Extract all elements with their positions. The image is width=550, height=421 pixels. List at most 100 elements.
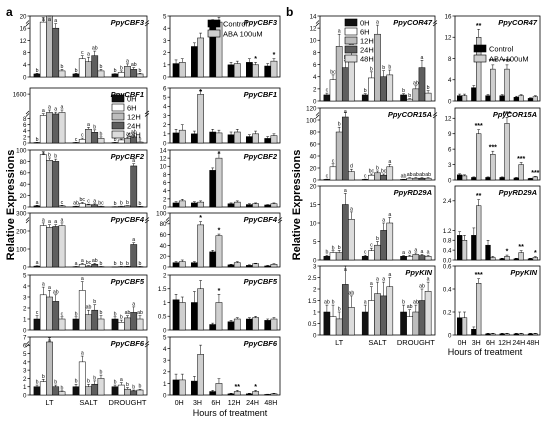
- gene-title: PpyCBF2: [244, 152, 278, 161]
- y-tick-label: 8: [23, 50, 27, 57]
- legend-label: Control: [223, 20, 248, 29]
- y-tick-label: 3: [448, 162, 452, 169]
- bar: [209, 170, 217, 208]
- bar: [172, 299, 180, 331]
- bar: [172, 262, 180, 268]
- y-tick-label: 9: [448, 131, 452, 138]
- significance-letter: b: [338, 122, 341, 128]
- chart-a_CBF5_aba: 0 0.5 1 1.5 2 PpyCBF5 *: [158, 272, 281, 334]
- bar: [172, 379, 180, 396]
- y-tick-label: 8: [448, 56, 452, 63]
- significance-letter: c: [370, 243, 373, 249]
- bar: [39, 381, 47, 396]
- bar: [130, 244, 138, 268]
- y-tick-label: 0.5: [308, 321, 317, 328]
- bar: [58, 70, 66, 78]
- bar: [191, 46, 198, 78]
- significance-letter: bc: [86, 260, 92, 266]
- y-tick-label: 20: [310, 165, 317, 172]
- bar: [91, 309, 99, 331]
- bar: [78, 361, 86, 396]
- bar: [412, 311, 420, 336]
- significance-letter: ab: [349, 290, 355, 296]
- plot-frame: [454, 107, 541, 181]
- bar: [361, 311, 369, 336]
- y-tick-label: 5: [163, 13, 167, 20]
- bar: [46, 296, 53, 331]
- plot-frame: [169, 336, 281, 396]
- significance-letter: b: [36, 68, 39, 74]
- bar: [78, 264, 86, 268]
- legend-swatch: [207, 29, 221, 38]
- bar: [85, 265, 92, 268]
- y-tick-label: 3: [163, 38, 167, 45]
- bar: [111, 386, 119, 396]
- bar: [52, 226, 60, 268]
- significance-letter: b: [376, 236, 379, 242]
- significance-letter: b: [126, 382, 129, 388]
- y-tick-label: 5: [163, 334, 167, 341]
- bar: [227, 134, 235, 144]
- y-tick-label: 0.4: [443, 248, 452, 255]
- y-tick-label: 60: [310, 141, 317, 148]
- significance-letter: b: [139, 68, 142, 74]
- bar: [329, 79, 337, 102]
- x-category-label: 6H: [211, 400, 220, 407]
- y-tick-label: 0: [163, 140, 167, 147]
- significance-letter: b: [114, 261, 117, 267]
- y-tick-label: 3: [23, 294, 27, 301]
- significance-letter: ab: [137, 310, 143, 316]
- bar: [341, 67, 349, 102]
- legend-label: 24H: [127, 121, 141, 130]
- bar: [348, 171, 355, 181]
- bar: [130, 165, 138, 208]
- significance-letter: c: [326, 88, 329, 94]
- bar: [233, 262, 241, 268]
- y-tick-label: 4: [23, 359, 27, 366]
- bar: [246, 62, 253, 78]
- legend-label: Control: [489, 45, 514, 54]
- y-tick-label: 0: [448, 177, 452, 184]
- significance-letter: c: [332, 158, 335, 164]
- chart-a_CBF1_aba: 0 1 2 3 4 5 6 PpyCBF1 *: [163, 85, 281, 147]
- legend-label: ABA 100uM: [489, 55, 529, 64]
- y-tick-label: 14: [310, 13, 317, 20]
- y-tick-label: 6: [448, 147, 452, 154]
- bar: [424, 92, 432, 102]
- y-tick-label: 3: [23, 368, 27, 375]
- y-tick-label: 0.8: [443, 238, 452, 245]
- bar: [374, 293, 381, 336]
- y-tick-label: 0.2: [443, 309, 452, 316]
- bar: [499, 95, 505, 102]
- legend-swatch: [111, 121, 125, 130]
- significance-letter: a: [48, 219, 51, 225]
- significance-letter: b: [139, 136, 142, 142]
- bar: [209, 131, 217, 144]
- significance-letter: ab: [92, 258, 98, 264]
- significance-letter: b: [100, 370, 103, 376]
- gene-title: PpyKIN: [510, 268, 537, 277]
- bar: [341, 116, 349, 181]
- y-tick-label: 2: [163, 122, 167, 129]
- y-tick-label: 4: [23, 128, 27, 135]
- bar: [246, 136, 253, 144]
- significance-letter: a: [427, 250, 430, 256]
- legend-swatch: [344, 18, 358, 27]
- significance-letter: bc: [80, 197, 86, 203]
- axis-break-mark: [25, 110, 30, 117]
- y-tick-label: 1: [163, 62, 167, 69]
- bar: [252, 263, 259, 268]
- bar: [406, 98, 414, 102]
- bar: [72, 386, 80, 396]
- legend-label: 12H: [127, 112, 141, 121]
- bar: [227, 393, 235, 396]
- y-tick-label: 2: [313, 86, 317, 93]
- bar: [197, 201, 204, 208]
- x-category-label: 6H: [486, 340, 495, 347]
- x-category-label: DROUGHT: [109, 398, 147, 407]
